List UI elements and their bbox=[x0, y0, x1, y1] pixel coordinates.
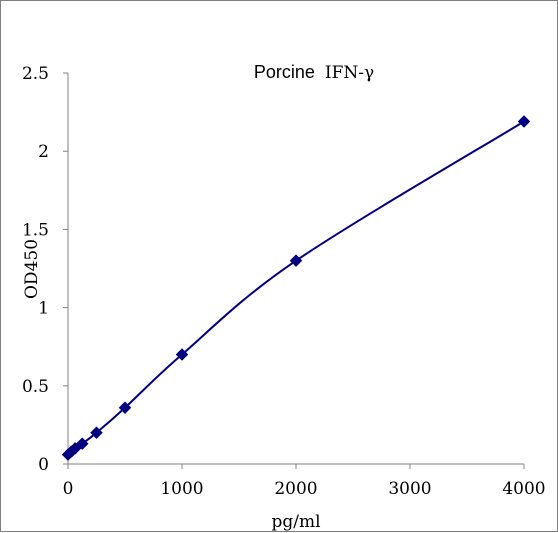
y-tick-label: 2.5 bbox=[22, 64, 49, 84]
y-axis-title: OD450 bbox=[22, 239, 42, 299]
y-tick-label: 1 bbox=[38, 299, 49, 319]
data-point bbox=[517, 115, 531, 128]
curve-layer bbox=[67, 120, 525, 456]
trend-line bbox=[67, 120, 525, 456]
data-point bbox=[175, 348, 189, 361]
x-tick-label: 2000 bbox=[274, 479, 317, 499]
x-tick-label: 3000 bbox=[388, 479, 431, 499]
y-tick-label: 2 bbox=[38, 142, 49, 162]
x-tick-label: 4000 bbox=[502, 479, 545, 499]
chart-title-prefix: Porcine bbox=[254, 62, 315, 82]
y-tick-label: 1.5 bbox=[22, 220, 49, 240]
axes-layer bbox=[67, 73, 524, 465]
data-point bbox=[118, 401, 132, 415]
y-tick-label: 0.5 bbox=[22, 377, 49, 397]
points-layer bbox=[61, 115, 531, 461]
data-point bbox=[289, 254, 303, 268]
data-point bbox=[90, 426, 103, 440]
data-point bbox=[75, 437, 89, 451]
y-tick-label: 0 bbox=[38, 455, 49, 475]
x-tick-label: 0 bbox=[63, 479, 74, 499]
x-tick-label: 1000 bbox=[160, 479, 203, 499]
chart-title-suffix: IFN-γ bbox=[325, 63, 374, 83]
ticks-layer: 0 0.5 1 1.5 2 2.5 0 1000 2000 3000 4000 bbox=[22, 64, 546, 499]
chart-title: Porcine IFN-γ bbox=[254, 62, 374, 83]
x-axis-title: pg/ml bbox=[271, 512, 320, 532]
